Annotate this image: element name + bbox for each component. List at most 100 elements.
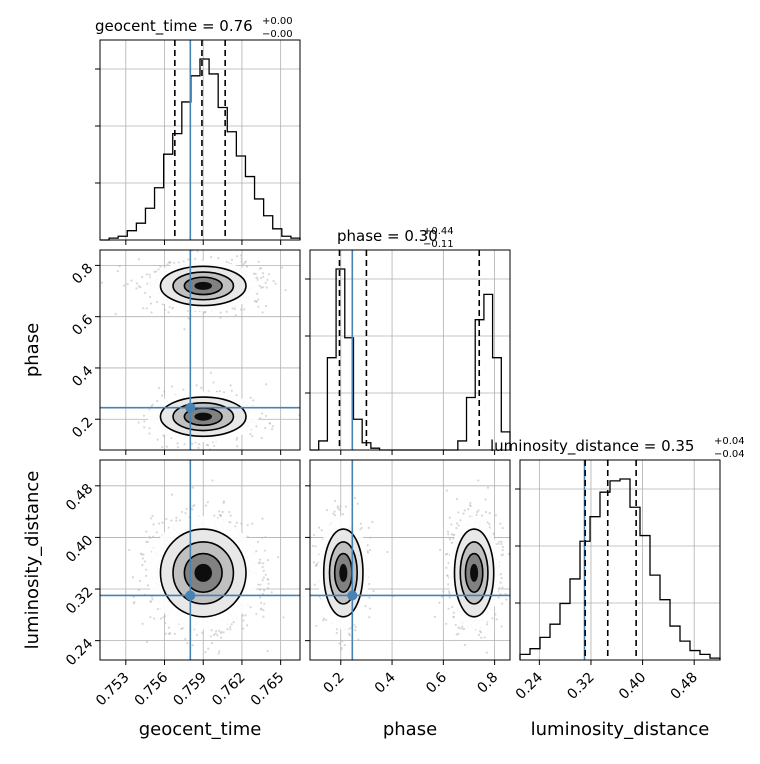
scatter-point (236, 437, 238, 439)
scatter-point (187, 317, 189, 319)
scatter-point (196, 634, 198, 636)
scatter-point (263, 589, 265, 591)
scatter-point (262, 579, 264, 581)
scatter-point (146, 307, 148, 309)
scatter-point (464, 509, 466, 511)
scatter-point (236, 255, 238, 257)
scatter-point (117, 270, 119, 272)
scatter-point (269, 422, 271, 424)
scatter-point (135, 287, 137, 289)
scatter-point (260, 277, 262, 279)
scatter-point (491, 617, 493, 619)
scatter-point (264, 427, 266, 429)
scatter-point (357, 503, 359, 505)
scatter-point (127, 283, 129, 285)
scatter-point (484, 636, 486, 638)
scatter-point (455, 624, 457, 626)
title-luminosity-distance-minus: −0.04 (714, 449, 745, 460)
scatter-point (153, 523, 155, 525)
scatter-point (251, 523, 253, 525)
scatter-point (162, 303, 164, 305)
tick-label-y: 0.32 (63, 584, 96, 617)
scatter-point (205, 505, 207, 507)
scatter-point (251, 435, 253, 437)
scatter-point (213, 445, 215, 447)
scatter-point (497, 543, 499, 545)
scatter-point (218, 630, 220, 632)
tick-label-x: 0.48 (668, 670, 701, 703)
scatter-point (456, 498, 458, 500)
scatter-point (457, 524, 459, 526)
scatter-point (170, 520, 172, 522)
scatter-point (313, 561, 315, 563)
scatter-point (262, 286, 264, 288)
scatter-point (272, 280, 274, 282)
scatter-point (233, 621, 235, 623)
tick-label-y: 0.40 (63, 532, 96, 565)
scatter-point (198, 443, 200, 445)
scatter-point (277, 556, 279, 558)
scatter-point (226, 311, 228, 313)
scatter-point (272, 425, 274, 427)
scatter-point (150, 311, 152, 313)
scatter-point (354, 629, 356, 631)
scatter-point (144, 292, 146, 294)
title-luminosity-distance: luminosity_distance = 0.35 (490, 437, 694, 456)
scatter-point (234, 308, 236, 310)
scatter-point (151, 515, 153, 517)
scatter-point (192, 487, 194, 489)
scatter-point (183, 328, 185, 330)
scatter-point (500, 581, 502, 583)
scatter-point (255, 425, 257, 427)
tick-label-y: 0.6 (69, 312, 96, 339)
scatter-point (151, 598, 153, 600)
scatter-point (259, 597, 261, 599)
scatter-point (152, 536, 154, 538)
scatter-point (218, 510, 220, 512)
scatter-point (246, 624, 248, 626)
scatter-point (282, 616, 284, 618)
scatter-point (500, 573, 502, 575)
scatter-point (210, 372, 212, 374)
scatter-point (171, 493, 173, 495)
title-geocent-time-minus: −0.00 (262, 29, 293, 40)
scatter-point (451, 606, 453, 608)
scatter-point (158, 387, 160, 389)
scatter-point (240, 254, 242, 256)
scatter-point (354, 497, 356, 499)
tick-label-x: 0.762 (209, 670, 249, 710)
scatter-point (223, 631, 225, 633)
scatter-point (265, 536, 267, 538)
scatter-point (211, 642, 213, 644)
scatter-point (267, 559, 269, 561)
scatter-point (242, 615, 244, 617)
scatter-point (505, 599, 507, 601)
scatter-point (235, 314, 237, 316)
scatter-point (212, 381, 214, 383)
scatter-point (244, 614, 246, 616)
scatter-point (449, 596, 451, 598)
scatter-point (118, 265, 120, 267)
scatter-point (226, 628, 228, 630)
scatter-point (259, 559, 261, 561)
scatter-point (262, 562, 264, 564)
scatter-point (138, 285, 140, 287)
scatter-point (344, 644, 346, 646)
scatter-point (143, 420, 145, 422)
scatter-point (489, 512, 491, 514)
scatter-point (174, 633, 176, 635)
scatter-point (231, 623, 233, 625)
scatter-point (246, 266, 248, 268)
scatter-point (259, 584, 261, 586)
scatter-point (242, 628, 244, 630)
scatter-point (115, 313, 117, 315)
histogram-geocent_time (100, 59, 300, 240)
scatter-point (267, 650, 269, 652)
scatter-point (141, 623, 143, 625)
density-contour (194, 413, 212, 421)
tick-label-y: 0.24 (63, 636, 96, 669)
title-geocent-time-plus: +0.00 (262, 16, 293, 27)
scatter-point (138, 258, 140, 260)
scatter-point (332, 513, 334, 515)
scatter-point (146, 641, 148, 643)
